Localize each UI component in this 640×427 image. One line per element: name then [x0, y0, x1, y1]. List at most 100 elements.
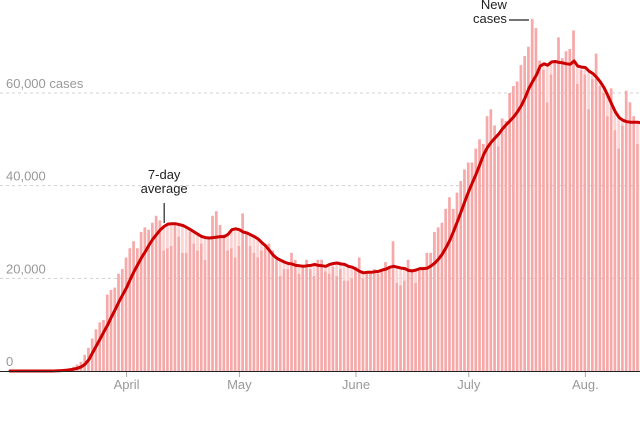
bar-gap-shade	[606, 95, 609, 117]
daily-cases-bar	[188, 232, 192, 371]
daily-cases-bar	[624, 90, 628, 371]
daily-cases-bar	[448, 197, 451, 371]
bar-gap-shade	[252, 236, 256, 253]
bar-gap-shade	[598, 81, 602, 87]
daily-cases-bar	[545, 102, 549, 372]
bar-gap-shade	[169, 223, 173, 246]
y-tick-label: 20,000	[6, 261, 46, 276]
daily-cases-bar	[365, 271, 369, 371]
daily-cases-bar	[113, 287, 117, 371]
daily-cases-bar	[632, 116, 636, 372]
daily-cases-bar	[324, 271, 327, 371]
daily-cases-bar	[132, 241, 135, 371]
daily-cases-bar	[575, 83, 579, 371]
daily-cases-bar	[583, 74, 587, 371]
daily-cases-bar	[557, 37, 560, 372]
y-tick-label: 40,000	[6, 169, 46, 184]
daily-cases-bar	[354, 266, 357, 371]
daily-cases-bar	[173, 225, 177, 371]
daily-cases-bar	[143, 227, 147, 371]
daily-cases-bar	[391, 241, 395, 371]
x-tick-label: June	[342, 377, 370, 392]
bar-gap-shade	[184, 227, 188, 253]
daily-cases-bar	[275, 259, 278, 371]
daily-cases-bar	[384, 262, 387, 371]
daily-cases-bar	[331, 266, 335, 371]
daily-cases-bar	[500, 118, 504, 371]
bar-gap-shade	[233, 228, 237, 258]
daily-cases-bar	[263, 245, 267, 371]
daily-cases-bar	[496, 146, 500, 371]
daily-cases-bar	[466, 162, 470, 371]
bar-gap-shade	[342, 264, 346, 281]
bar-gap-shade	[196, 234, 199, 251]
daily-cases-bar	[606, 116, 609, 372]
daily-cases-bar	[139, 232, 143, 371]
daily-cases-bar	[387, 266, 391, 371]
bar-gap-shade	[496, 133, 500, 147]
daily-cases-bar	[260, 250, 263, 371]
daily-cases-bar	[489, 109, 493, 371]
daily-cases-bar	[485, 116, 489, 372]
daily-cases-bar	[350, 278, 354, 371]
bar-gap-shade	[636, 122, 639, 144]
daily-cases-bar	[451, 208, 455, 371]
daily-cases-bar	[609, 88, 613, 371]
daily-cases-bar	[181, 252, 184, 371]
bar-gap-shade	[297, 265, 301, 274]
daily-cases-bar	[478, 139, 481, 371]
daily-cases-bar	[572, 30, 575, 371]
daily-cases-bar	[515, 81, 519, 372]
daily-cases-bar	[418, 269, 421, 371]
daily-cases-bar	[192, 243, 196, 371]
bar-gap-shade	[327, 264, 331, 274]
daily-cases-bar	[621, 125, 624, 371]
daily-cases-bar	[376, 273, 380, 371]
daily-cases-bar	[470, 162, 474, 371]
daily-cases-bar	[177, 236, 181, 371]
daily-cases-bar	[286, 269, 290, 371]
bar-gap-shade	[339, 263, 342, 270]
bar-gap-shade	[256, 238, 260, 258]
daily-cases-bar	[560, 58, 564, 371]
daily-cases-bar	[120, 269, 124, 371]
daily-cases-bar	[154, 215, 158, 371]
daily-cases-bar	[128, 248, 132, 371]
bar-gap-shade	[399, 268, 402, 286]
bar-gap-shade	[335, 263, 338, 277]
daily-cases-bar	[267, 243, 271, 371]
daily-cases-bar	[199, 243, 203, 371]
daily-cases-bar	[594, 53, 598, 371]
daily-cases-bar	[166, 248, 169, 371]
daily-cases-bar	[203, 259, 207, 371]
bar-gap-shade	[395, 267, 399, 283]
x-tick-label: July	[457, 377, 481, 392]
bar-gap-shade	[613, 111, 617, 131]
y-axis-labels: 0 20,000 40,000 60,000 cases	[6, 76, 84, 369]
daily-cases-bar	[102, 320, 105, 371]
bar-gap-shade	[549, 61, 553, 75]
daily-cases-bar	[346, 280, 350, 371]
daily-cases-bar	[339, 269, 342, 371]
bar-gap-shade	[282, 262, 286, 270]
bar-gap-shade	[308, 265, 312, 270]
x-axis: April May June July Aug.	[0, 371, 640, 392]
daily-cases-bar	[301, 264, 305, 371]
bar-gap-shade	[583, 67, 587, 75]
daily-cases-bar	[602, 93, 605, 371]
bar-gap-shade	[260, 242, 263, 251]
bar-gap-shade	[248, 234, 252, 246]
bar-gap-shade	[203, 237, 207, 260]
daily-cases-bar	[542, 69, 545, 371]
bar-gap-shade	[324, 266, 327, 272]
daily-cases-bar	[305, 259, 308, 371]
daily-cases-bar	[399, 285, 402, 371]
daily-cases-bar	[94, 329, 98, 371]
daily-cases-bar	[587, 109, 590, 371]
daily-cases-bar	[229, 248, 233, 371]
daily-cases-bar	[508, 93, 511, 371]
daily-cases-bar	[233, 257, 237, 371]
daily-cases-bar	[406, 259, 410, 371]
daily-cases-bar	[455, 192, 459, 371]
